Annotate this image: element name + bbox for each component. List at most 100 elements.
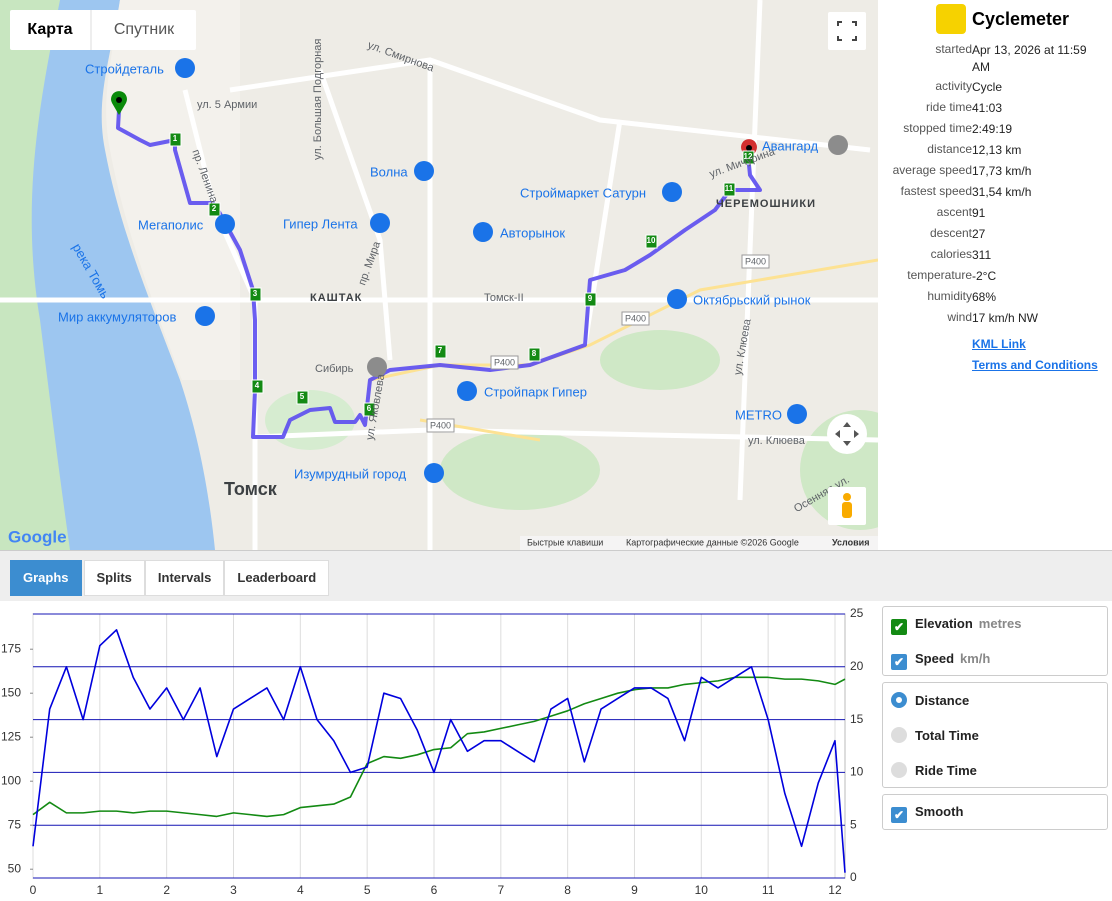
map-label: ЧЕРЕМОШНИКИ bbox=[716, 198, 816, 210]
map-type-button[interactable]: Спутник bbox=[114, 21, 175, 38]
map-label: Изумрудный город bbox=[294, 466, 406, 481]
y-tick-label: 100 bbox=[1, 773, 21, 787]
route-marker-label: 10 bbox=[647, 236, 656, 245]
map-label: ул. 5 Армии bbox=[197, 99, 257, 111]
road-shield bbox=[621, 311, 650, 326]
series-unit: metres bbox=[978, 616, 1022, 631]
map-label: P400 bbox=[625, 313, 646, 323]
google-logo: Google bbox=[8, 527, 67, 546]
map-label: Волна bbox=[370, 164, 408, 179]
stat-value: 311 bbox=[972, 248, 992, 262]
tab[interactable]: Graphs bbox=[10, 560, 82, 596]
tab-bar: Graphs Splits Intervals Leaderboard bbox=[0, 550, 1112, 601]
fullscreen-button[interactable] bbox=[828, 12, 866, 50]
tab[interactable]: Splits bbox=[83, 560, 145, 596]
stat-value: 17,73 km/h bbox=[972, 164, 1032, 178]
x-tick-label: 9 bbox=[631, 883, 638, 897]
stat-value: 31,54 km/h bbox=[972, 185, 1032, 199]
poi-icon bbox=[667, 289, 687, 309]
stat-label: ride time bbox=[925, 100, 972, 114]
y2-tick-label: 0 bbox=[850, 870, 857, 884]
route-marker-label: 5 bbox=[300, 392, 305, 401]
x-tick-label: 10 bbox=[695, 883, 709, 897]
x-axis-panel: Distance Total Time Ride Time bbox=[882, 682, 1108, 788]
route-marker bbox=[584, 292, 597, 307]
route-marker bbox=[363, 402, 376, 417]
stat-value: -2°C bbox=[972, 269, 997, 283]
stat-label: started bbox=[935, 42, 972, 56]
map-label: Октябрьский рынок bbox=[693, 292, 811, 307]
poi-icon bbox=[414, 161, 434, 181]
stat-label: wind bbox=[947, 310, 972, 324]
route-marker-label: 12 bbox=[744, 152, 753, 161]
route-marker-label: 1 bbox=[173, 134, 178, 143]
x-tick-label: 8 bbox=[564, 883, 571, 897]
camera-control[interactable] bbox=[827, 414, 867, 454]
link[interactable]: Terms and Conditions bbox=[972, 358, 1098, 372]
x-tick-label: 0 bbox=[30, 883, 37, 897]
stat-label: descent bbox=[929, 226, 972, 240]
stat-value: Cycle bbox=[972, 80, 1003, 94]
poi-icon bbox=[175, 58, 195, 78]
y-tick-label: 150 bbox=[1, 685, 21, 699]
route-marker bbox=[251, 379, 264, 394]
y2-tick-label: 20 bbox=[850, 659, 864, 673]
route-marker bbox=[208, 202, 221, 217]
series-name: Speed bbox=[915, 651, 955, 666]
y2-tick-label: 5 bbox=[850, 817, 857, 831]
stat-value: Apr 13, 2026 at 11:59 AM bbox=[972, 43, 1087, 74]
series-line bbox=[32, 629, 846, 873]
series-toggle[interactable]: ✔ Elevation metres bbox=[891, 616, 1021, 635]
map-type-control bbox=[10, 10, 196, 50]
road-shield bbox=[490, 355, 519, 370]
map-label: P400 bbox=[430, 420, 451, 430]
x-option-label: Ride Time bbox=[915, 763, 977, 778]
series-toggle[interactable]: ✔ Speed km/h bbox=[891, 651, 990, 670]
map-label: Мир аккумуляторов bbox=[58, 309, 176, 324]
map-footer: Картографические данные ©2026 Google bbox=[626, 537, 799, 547]
map-label: Гипер Лента bbox=[283, 216, 358, 231]
map-label: Авторынок bbox=[500, 225, 565, 240]
map-type-button[interactable]: Карта bbox=[27, 21, 72, 38]
stat-value: 91 bbox=[972, 206, 986, 220]
map-label: Стройдеталь bbox=[85, 61, 164, 76]
route-marker-label: 8 bbox=[532, 349, 537, 358]
y2-tick-label: 25 bbox=[850, 606, 864, 620]
route-marker bbox=[528, 347, 541, 362]
x-tick-label: 5 bbox=[364, 883, 371, 897]
link[interactable]: KML Link bbox=[972, 337, 1026, 351]
x-tick-label: 6 bbox=[431, 883, 438, 897]
stat-value: 17 km/h NW bbox=[972, 311, 1039, 325]
x-option[interactable]: Total Time bbox=[891, 727, 979, 743]
tab[interactable]: Leaderboard bbox=[224, 560, 330, 596]
map-footer[interactable]: Быстрые клавиши bbox=[527, 537, 603, 547]
map-label: Строймаркет Сатурн bbox=[520, 185, 646, 200]
route-marker-label: 3 bbox=[253, 289, 258, 298]
map-footer[interactable]: Условия bbox=[832, 537, 869, 547]
x-tick-label: 2 bbox=[163, 883, 170, 897]
series-unit: km/h bbox=[960, 651, 991, 666]
app-name: Cyclemeter bbox=[972, 9, 1070, 29]
x-option[interactable]: Ride Time bbox=[891, 762, 977, 778]
road-shield bbox=[741, 254, 770, 269]
map-label: P400 bbox=[494, 357, 515, 367]
summary-panel: Cyclemeter started Apr 13, 2026 at 11:59 … bbox=[878, 0, 1112, 550]
x-option-label: Distance bbox=[915, 693, 970, 708]
map-label: ул. Клюева bbox=[748, 435, 806, 447]
x-option[interactable]: Distance bbox=[891, 692, 969, 708]
y2-tick-label: 10 bbox=[850, 765, 864, 779]
x-option-label: Total Time bbox=[915, 728, 979, 743]
stat-label: average speed bbox=[892, 163, 972, 177]
series-panel: ✔ Elevation metres ✔ Speed km/h bbox=[882, 606, 1108, 676]
road-shield bbox=[426, 418, 455, 433]
route-marker-label: 2 bbox=[212, 204, 217, 213]
route-marker-label: 4 bbox=[255, 381, 260, 390]
stat-label: calories bbox=[930, 247, 972, 261]
stat-label: activity bbox=[935, 79, 972, 93]
x-tick-label: 3 bbox=[230, 883, 237, 897]
poi-icon bbox=[662, 182, 682, 202]
poi-icon bbox=[215, 214, 235, 234]
smooth-toggle[interactable]: ✔ Smooth bbox=[891, 804, 963, 823]
tab[interactable]: Intervals bbox=[144, 560, 225, 596]
